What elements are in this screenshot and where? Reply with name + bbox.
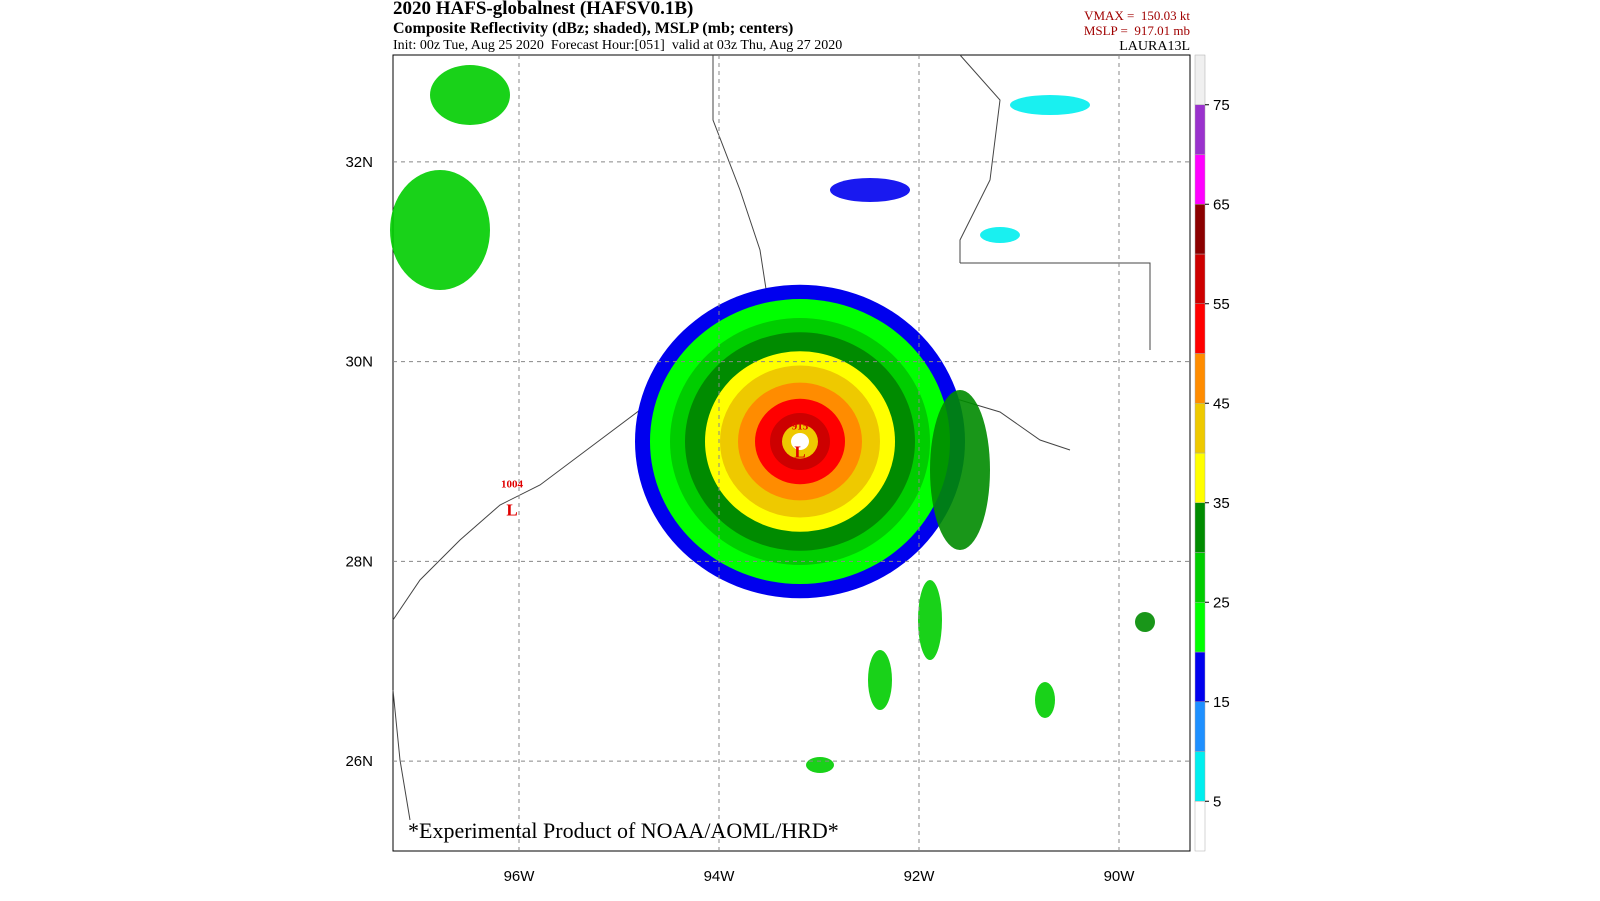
reflectivity-cell — [868, 650, 892, 710]
reflectivity-cell — [390, 170, 490, 290]
colorbar-label: 5 — [1213, 793, 1221, 810]
lat-label: 30N — [345, 354, 373, 371]
storm-id: LAURA13L — [1119, 39, 1190, 54]
reflectivity-cell — [1035, 682, 1055, 718]
reflectivity-cell — [830, 178, 910, 202]
lon-label: 92W — [904, 868, 936, 885]
reflectivity-cell — [918, 580, 942, 660]
colorbar-segment — [1194, 154, 1206, 205]
reflectivity-cell — [430, 65, 510, 125]
center-pressure: 1004 — [501, 478, 524, 490]
colorbar-segment — [1194, 353, 1206, 404]
colorbar: 5 15 25 35 45 55 65 75 — [1194, 54, 1230, 852]
vmax: VMAX = 150.03 kt — [1084, 8, 1190, 23]
colorbar-segment — [1194, 751, 1206, 802]
colorbar-segment — [1194, 801, 1206, 852]
colorbar-label: 55 — [1213, 296, 1230, 313]
colorbar-segment — [1194, 403, 1206, 454]
lat-label: 32N — [345, 154, 373, 171]
colorbar-segment — [1194, 552, 1206, 603]
title: 2020 HAFS-globalnest (HAFSV0.1B) — [393, 0, 693, 19]
lon-label: 90W — [1104, 868, 1136, 885]
colorbar-label: 35 — [1213, 495, 1230, 512]
colorbar-segment — [1194, 502, 1206, 553]
center-marker: L — [794, 443, 805, 462]
reflectivity-cell — [930, 390, 990, 550]
colorbar-segment — [1194, 204, 1206, 255]
map: 915 L 1004 L — [390, 54, 1191, 852]
subtitle: Composite Reflectivity (dBz; shaded), MS… — [393, 20, 793, 37]
reflectivity-band — [791, 432, 809, 451]
reflectivity-cell — [806, 757, 834, 773]
footer: *Experimental Product of NOAA/AOML/HRD* — [408, 818, 839, 843]
mslp: MSLP = 917.01 mb — [1084, 23, 1190, 38]
colorbar-label: 75 — [1213, 97, 1230, 114]
colorbar-segment — [1194, 651, 1206, 702]
colorbar-segment — [1194, 602, 1206, 653]
colorbar-segment — [1194, 253, 1206, 304]
lat-label: 26N — [345, 753, 373, 770]
reflectivity-cell — [1135, 612, 1155, 632]
lon-label: 94W — [704, 868, 736, 885]
storm-reflectivity — [390, 65, 1155, 773]
reflectivity-cell — [980, 227, 1020, 243]
colorbar-label: 65 — [1213, 196, 1230, 213]
colorbar-segment — [1194, 303, 1206, 354]
init-line: Init: 00z Tue, Aug 25 2020 Forecast Hour… — [393, 38, 842, 53]
colorbar-label: 25 — [1213, 594, 1230, 611]
reflectivity-cell — [1010, 95, 1090, 115]
colorbar-segment — [1194, 104, 1206, 155]
colorbar-segment — [1194, 54, 1206, 105]
colorbar-label: 45 — [1213, 395, 1230, 412]
center-pressure: 915 — [792, 421, 809, 433]
colorbar-segment — [1194, 452, 1206, 503]
colorbar-label: 15 — [1213, 694, 1230, 711]
lon-label: 96W — [504, 868, 536, 885]
center-marker: L — [506, 500, 517, 519]
colorbar-segment — [1194, 701, 1206, 752]
lat-label: 28N — [345, 553, 373, 570]
